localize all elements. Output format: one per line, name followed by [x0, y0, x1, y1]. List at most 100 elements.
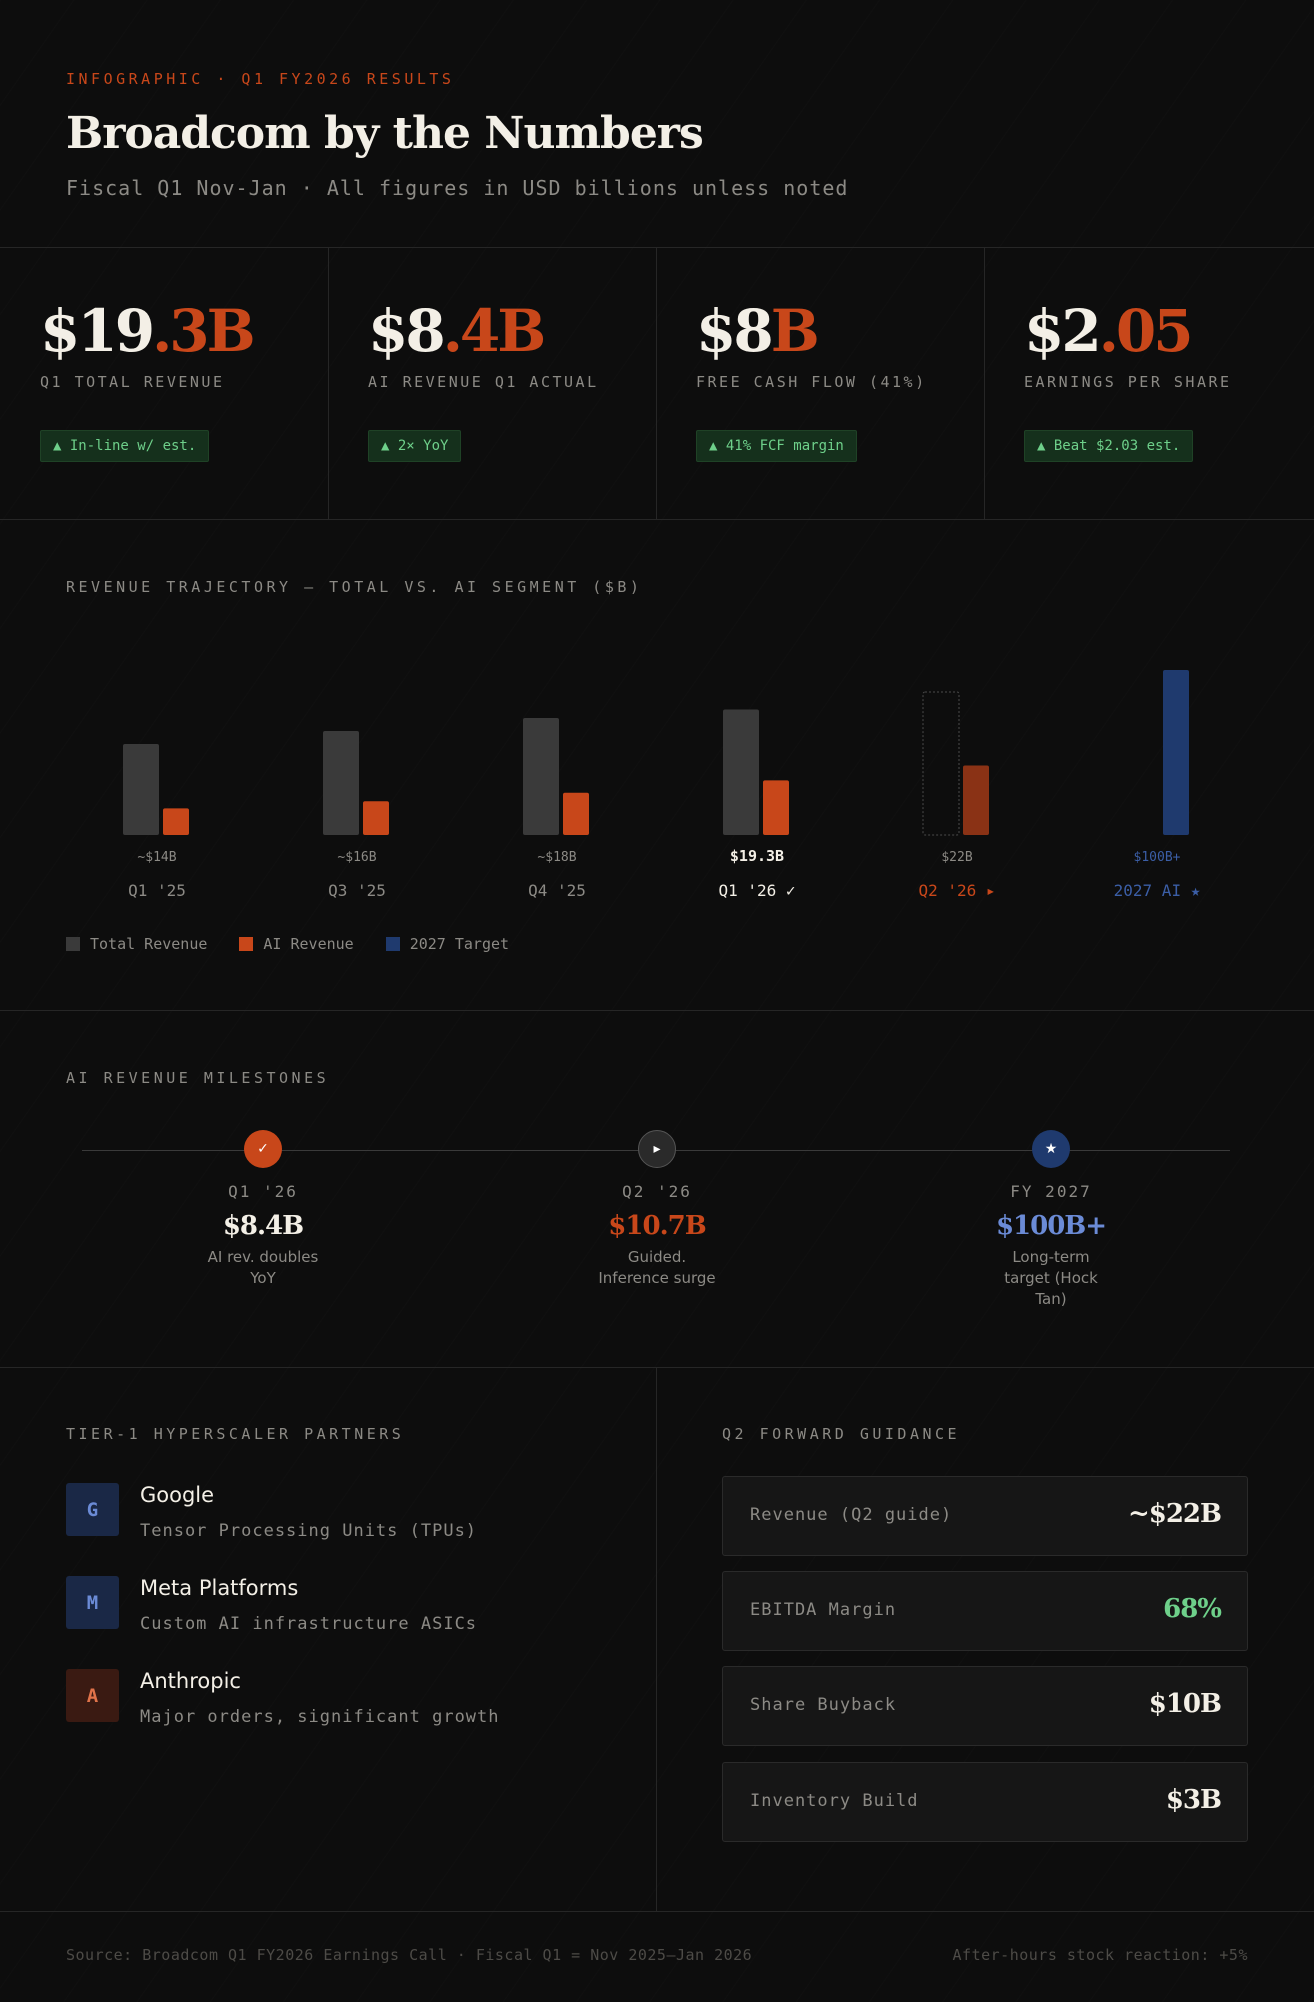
partner-name: Google — [140, 1483, 215, 1507]
x-tick-label: Q1 '25 — [128, 881, 186, 900]
legend-swatch — [385, 937, 400, 951]
bar-value-label: ~$14B — [137, 850, 176, 865]
anthropic-logo-icon: A — [66, 1669, 119, 1722]
kpi-value: $8B — [696, 297, 820, 365]
bar-ai-revenue — [563, 792, 589, 835]
kpi-label: AI REVENUE Q1 ACTUAL — [368, 373, 599, 391]
legend-item-target: 2027 Target — [385, 935, 510, 953]
milestone-q2-26: ▸ Q2 '26 $10.7B Guided. Inference surge — [557, 1130, 757, 1289]
bar-value-label: ~$16B — [337, 850, 376, 865]
kpi-badge: ▲ Beat $2.03 est. — [1024, 430, 1194, 462]
legend-label: AI Revenue — [263, 935, 354, 953]
guidance-value: $3B — [1165, 1785, 1222, 1815]
divider — [0, 247, 1314, 248]
play-icon: ▸ — [638, 1130, 676, 1168]
kpi-label: Q1 TOTAL REVENUE — [40, 373, 225, 391]
x-tick-label: Q2 '26 ▸ — [918, 881, 995, 900]
kpi-label: FREE CASH FLOW (41%) — [696, 373, 927, 391]
bar-value-label: $19.3B — [730, 847, 784, 865]
bar-total-revenue — [323, 731, 359, 835]
guidance-row-revenue: Revenue (Q2 guide) ~$22B — [722, 1476, 1248, 1556]
bar-total-revenue — [523, 718, 559, 835]
guidance-value: 68% — [1163, 1594, 1222, 1624]
guidance-row-buyback: Share Buyback $10B — [722, 1666, 1248, 1746]
partner-name: Meta Platforms — [140, 1576, 299, 1600]
milestones-title: AI REVENUE MILESTONES — [66, 1069, 330, 1087]
divider — [0, 1010, 1314, 1011]
kpi-value: $8.4B — [368, 297, 546, 365]
kpi-value: $19.3B — [40, 297, 256, 365]
legend-item-total: Total Revenue — [66, 935, 207, 953]
guidance-label: EBITDA Margin — [750, 1600, 897, 1620]
x-tick-label: Q1 '26 ✓ — [718, 881, 795, 900]
bar-value-label: $22B — [941, 850, 972, 865]
guidance-value: ~$22B — [1127, 1499, 1222, 1529]
milestone-value: $100B+ — [995, 1211, 1107, 1241]
partner-desc: Tensor Processing Units (TPUs) — [140, 1521, 478, 1541]
bar-ai-revenue — [963, 765, 989, 835]
revenue-bar-chart: ~$14B Q1 '25 ~$16B Q3 '25 ~$18B Q4 '25 $19.3B Q… — [123, 670, 1201, 900]
guidance-row-ebitda: EBITDA Margin 68% — [722, 1571, 1248, 1651]
kpi-eps: $2.05 EARNINGS PER SHARE ▲ Beat $2.03 es… — [984, 247, 1312, 519]
kpi-value: $2.05 — [1024, 297, 1194, 365]
guidance-label: Share Buyback — [750, 1695, 897, 1715]
divider — [0, 1911, 1314, 1912]
footer-reaction: After-hours stock reaction: +5% — [952, 1946, 1248, 1964]
partner-desc: Major orders, significant growth — [140, 1707, 500, 1727]
milestone-value: $10.7B — [608, 1211, 706, 1241]
milestone-q1-26: ✓ Q1 '26 $8.4B AI rev. doubles YoY — [163, 1130, 363, 1289]
kpi-badge: ▲ 2× YoY — [368, 430, 462, 462]
footer-source: Source: Broadcom Q1 FY2026 Earnings Call… — [66, 1946, 753, 1964]
milestone-quarter: Q1 '26 — [228, 1182, 298, 1201]
kpi-free-cash-flow: $8B FREE CASH FLOW (41%) ▲ 41% FCF margi… — [656, 247, 984, 519]
legend-label: Total Revenue — [90, 935, 208, 953]
bar-ai-revenue — [763, 780, 789, 835]
page-subtitle: Fiscal Q1 Nov-Jan · All figures in USD b… — [66, 176, 849, 200]
bar-value-label: $100B+ — [1134, 850, 1181, 865]
legend-swatch — [239, 937, 254, 951]
legend-swatch — [66, 937, 80, 951]
milestone-desc: Long-term target (Hock Tan) — [1004, 1248, 1098, 1308]
divider — [656, 1367, 657, 1911]
x-tick-label: 2027 AI ★ — [1114, 881, 1201, 900]
guidance-label: Inventory Build — [750, 1791, 919, 1811]
bar-value-label: ~$18B — [537, 850, 576, 865]
google-logo-icon: G — [66, 1483, 119, 1536]
partner-anthropic: A Anthropic Major orders, significant gr… — [66, 1669, 500, 1727]
guidance-row-inventory: Inventory Build $3B — [722, 1762, 1248, 1842]
bar-ai-revenue — [363, 801, 389, 835]
guidance-label: Revenue (Q2 guide) — [750, 1505, 953, 1525]
bar-total-revenue — [723, 709, 759, 835]
bar-total-revenue — [922, 691, 960, 836]
milestone-quarter: Q2 '26 — [622, 1182, 692, 1201]
partner-name: Anthropic — [140, 1669, 241, 1693]
legend-label: 2027 Target — [409, 935, 510, 953]
page-title: Broadcom by the Numbers — [66, 108, 704, 159]
milestone-desc: Guided. Inference surge — [598, 1248, 716, 1287]
guidance-title: Q2 FORWARD GUIDANCE — [722, 1425, 961, 1443]
milestone-desc: AI rev. doubles YoY — [207, 1248, 319, 1287]
partner-google: G Google Tensor Processing Units (TPUs) — [66, 1483, 477, 1541]
x-tick-label: Q4 '25 — [528, 881, 586, 900]
bar-ai-revenue — [163, 808, 189, 835]
check-icon: ✓ — [244, 1130, 282, 1168]
chart-title: REVENUE TRAJECTORY — TOTAL VS. AI SEGMEN… — [66, 578, 643, 596]
milestone-fy-2027: ★ FY 2027 $100B+ Long-term target (Hock … — [951, 1130, 1151, 1310]
bar-total-revenue — [123, 744, 159, 835]
partner-desc: Custom AI infrastructure ASICs — [140, 1614, 478, 1634]
divider — [656, 247, 657, 519]
guidance-value: $10B — [1148, 1689, 1222, 1719]
kpi-badge: ▲ In-line w/ est. — [40, 430, 210, 462]
partners-title: TIER-1 HYPERSCALER PARTNERS — [66, 1425, 405, 1443]
kpi-ai-revenue: $8.4B AI REVENUE Q1 ACTUAL ▲ 2× YoY — [328, 247, 656, 519]
divider — [328, 247, 329, 519]
chart-legend: Total Revenue AI Revenue 2027 Target — [66, 935, 509, 953]
milestone-value: $8.4B — [222, 1211, 304, 1241]
divider — [0, 1367, 1314, 1368]
x-tick-label: Q3 '25 — [328, 881, 386, 900]
eyebrow: INFOGRAPHIC · Q1 FY2026 RESULTS — [66, 70, 455, 88]
kpi-badge: ▲ 41% FCF margin — [696, 430, 857, 462]
legend-item-ai: AI Revenue — [239, 935, 354, 953]
star-icon: ★ — [1032, 1130, 1070, 1168]
kpi-label: EARNINGS PER SHARE — [1024, 373, 1232, 391]
